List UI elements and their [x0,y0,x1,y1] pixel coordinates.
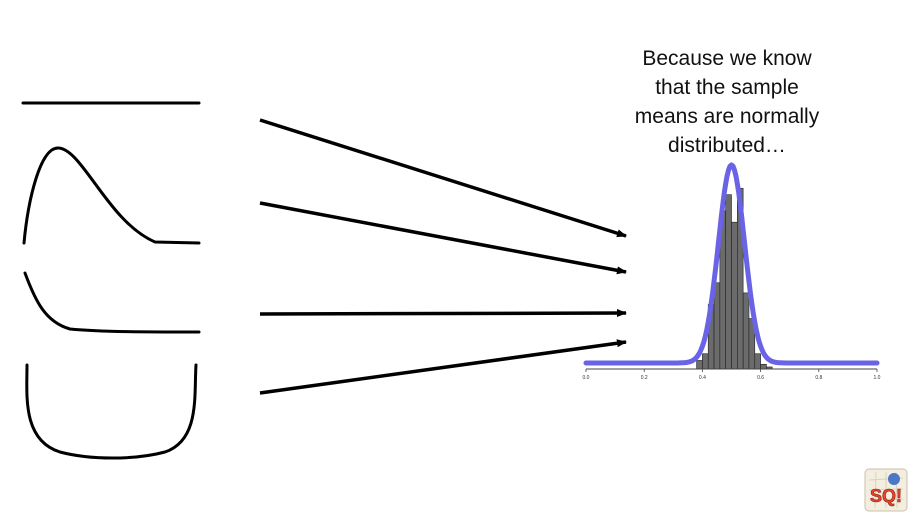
histogram-bar [742,292,750,370]
right-skewed-distribution-curve [22,146,201,245]
arrow-2 [259,201,627,275]
x-tick-label: 0.8 [815,375,822,381]
histogram-bar [702,353,709,370]
histogram-bar [731,221,738,370]
histogram-bar [754,353,761,370]
x-tick-label: 0.4 [699,375,706,381]
sample-means-histogram: 0.0 0.2 0.4 0.6 0.8 1.0 [583,162,881,381]
logo-text: SQ! [870,486,902,506]
histogram-bar [713,282,721,370]
histogram-bar [725,194,732,370]
x-tick-label: 0.2 [641,375,648,381]
x-tick-label: 1.0 [874,375,881,381]
source-distributions [21,101,201,460]
caption-text: Because we know that the sample means ar… [634,47,820,157]
histogram-bar [760,363,767,370]
x-tick-label: 0.0 [583,375,590,381]
histogram-ticks: 0.0 0.2 0.4 0.6 0.8 1.0 [583,369,881,381]
u-shaped-distribution-curve [25,363,198,460]
histogram-bar [696,360,703,370]
arrow-1 [259,118,627,238]
normal-curve [583,162,880,366]
arrows [259,118,627,395]
arrow-3 [259,309,627,318]
x-tick-label: 0.6 [757,375,764,381]
statquest-logo-icon: SQ! [864,468,908,512]
exponential-distribution-curve [23,271,201,334]
arrow-4 [259,339,627,395]
